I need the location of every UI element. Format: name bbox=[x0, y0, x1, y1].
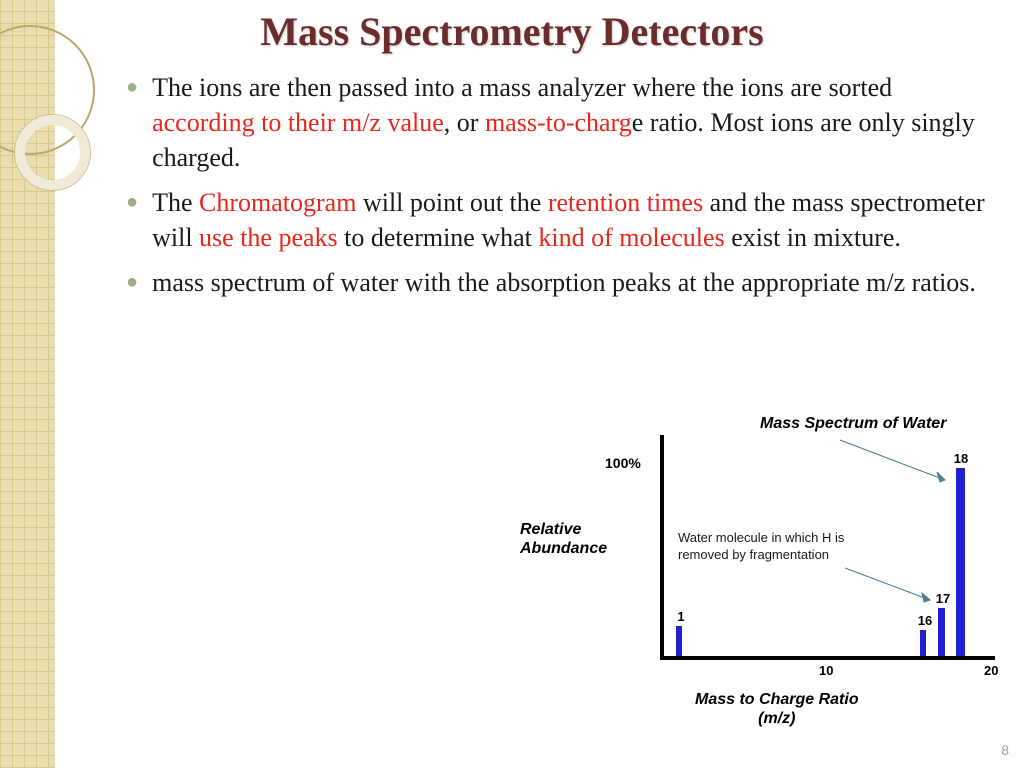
x-tick-label: 20 bbox=[984, 663, 998, 678]
bullet-marker-icon: ● bbox=[126, 70, 138, 175]
bullet-text: mass spectrum of water with the absorpti… bbox=[152, 265, 994, 300]
chart-annotation: Water molecule in which H is removed by … bbox=[678, 530, 844, 564]
arrow-to-peak-18 bbox=[830, 435, 980, 495]
slide-title: Mass Spectrometry Detectors bbox=[0, 8, 1024, 55]
y-axis-title: Relative Abundance bbox=[520, 520, 607, 558]
y-tick-100: 100% bbox=[605, 455, 641, 471]
x-tick-label: 10 bbox=[819, 663, 833, 678]
bullet-marker-icon: ● bbox=[126, 265, 138, 300]
bullet-item: ●The Chromatogram will point out the ret… bbox=[120, 185, 994, 255]
ring-decoration-small bbox=[15, 115, 90, 190]
spectrum-bar bbox=[938, 608, 945, 656]
chart-title: Mass Spectrum of Water bbox=[760, 415, 946, 433]
bullet-item: ●The ions are then passed into a mass an… bbox=[120, 70, 994, 175]
bullet-text: The ions are then passed into a mass ana… bbox=[152, 70, 994, 175]
bullet-marker-icon: ● bbox=[126, 185, 138, 255]
spectrum-bar bbox=[676, 626, 682, 656]
spectrum-bar-label: 16 bbox=[915, 613, 935, 628]
bullet-text: The Chromatogram will point out the rete… bbox=[152, 185, 994, 255]
spectrum-bar bbox=[920, 630, 926, 656]
bullet-item: ● mass spectrum of water with the absorpt… bbox=[120, 265, 994, 300]
page-number: 8 bbox=[1001, 742, 1009, 758]
bullet-list: ●The ions are then passed into a mass an… bbox=[120, 70, 994, 311]
spectrum-bar-label: 1 bbox=[671, 609, 691, 624]
arrow-to-peak-17 bbox=[840, 560, 960, 610]
x-axis-title: Mass to Charge Ratio (m/z) bbox=[695, 690, 859, 728]
mass-spectrum-chart: Mass Spectrum of Water 100% Relative Abu… bbox=[530, 415, 1010, 745]
